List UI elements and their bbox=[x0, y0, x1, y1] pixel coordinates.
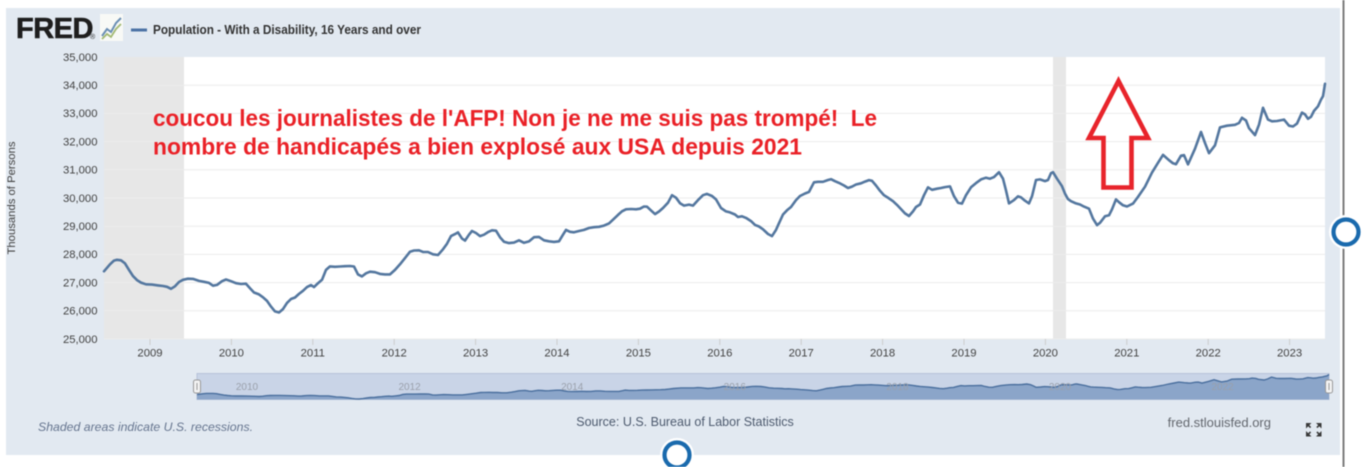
svg-text:2016: 2016 bbox=[707, 348, 732, 360]
svg-text:2018: 2018 bbox=[870, 348, 895, 360]
svg-text:2010: 2010 bbox=[219, 348, 244, 360]
svg-text:2022: 2022 bbox=[1211, 382, 1234, 393]
svg-text:2014: 2014 bbox=[561, 382, 584, 393]
svg-text:coucou les journalistes de l'A: coucou les journalistes de l'AFP! Non je… bbox=[153, 105, 877, 131]
svg-text:2023: 2023 bbox=[1277, 348, 1302, 360]
svg-text:2009: 2009 bbox=[137, 348, 162, 360]
svg-text:31,000: 31,000 bbox=[63, 165, 98, 177]
svg-text:2019: 2019 bbox=[951, 348, 976, 360]
svg-text:2012: 2012 bbox=[398, 382, 421, 393]
svg-text:2021: 2021 bbox=[1114, 348, 1139, 360]
svg-text:32,000: 32,000 bbox=[63, 136, 98, 148]
svg-text:29,000: 29,000 bbox=[63, 221, 98, 233]
svg-text:27,000: 27,000 bbox=[63, 277, 98, 289]
svg-text:Thousands of Persons: Thousands of Persons bbox=[6, 141, 18, 254]
svg-text:2022: 2022 bbox=[1196, 348, 1221, 360]
svg-text:2011: 2011 bbox=[301, 348, 325, 360]
svg-text:2013: 2013 bbox=[463, 348, 488, 360]
svg-text:2012: 2012 bbox=[382, 348, 407, 360]
svg-text:28,000: 28,000 bbox=[63, 249, 98, 261]
svg-text:26,000: 26,000 bbox=[63, 306, 98, 318]
svg-text:35,000: 35,000 bbox=[63, 52, 98, 64]
svg-text:2014: 2014 bbox=[544, 348, 569, 360]
svg-text:Source: U.S. Bureau of Labor S: Source: U.S. Bureau of Labor Statistics bbox=[576, 415, 793, 429]
svg-text:fred.stlouisfed.org: fred.stlouisfed.org bbox=[1168, 415, 1271, 430]
svg-text:34,000: 34,000 bbox=[63, 80, 98, 92]
svg-text:2018: 2018 bbox=[886, 382, 909, 393]
svg-text:2010: 2010 bbox=[236, 382, 259, 393]
svg-text:nombre de handicapés a bien ex: nombre de handicapés a bien explosé aux … bbox=[153, 134, 802, 160]
svg-text:25,000: 25,000 bbox=[63, 334, 98, 346]
svg-text:2016: 2016 bbox=[724, 382, 747, 393]
svg-text:2015: 2015 bbox=[626, 348, 651, 360]
svg-text:2020: 2020 bbox=[1049, 382, 1072, 393]
svg-text:FRED: FRED bbox=[16, 13, 93, 45]
svg-text:®: ® bbox=[90, 33, 96, 41]
svg-text:33,000: 33,000 bbox=[63, 108, 98, 120]
svg-text:Shaded areas indicate U.S. rec: Shaded areas indicate U.S. recessions. bbox=[38, 420, 253, 434]
svg-text:Population - With a Disability: Population - With a Disability, 16 Years… bbox=[153, 23, 421, 37]
svg-text:2020: 2020 bbox=[1033, 348, 1058, 360]
svg-text:2017: 2017 bbox=[789, 348, 814, 360]
svg-text:30,000: 30,000 bbox=[63, 193, 98, 205]
